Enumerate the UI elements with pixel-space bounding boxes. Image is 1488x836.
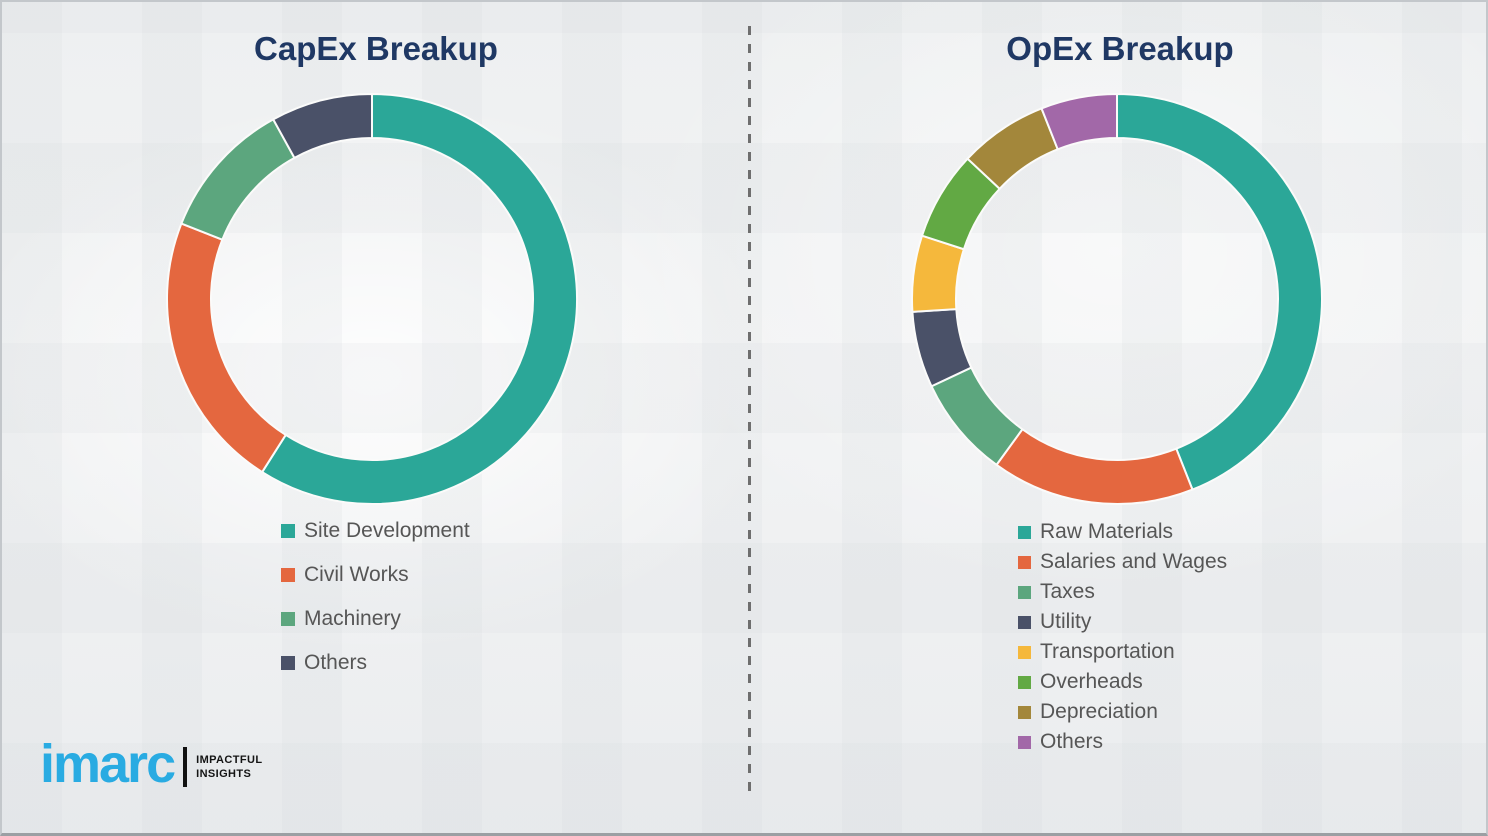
legend-swatch-icon bbox=[1018, 585, 1031, 599]
opex-chart-title: OpEx Breakup bbox=[1006, 30, 1234, 67]
imarc-tagline-line2: INSIGHTS bbox=[196, 768, 252, 780]
legend-label: Utility bbox=[1040, 610, 1092, 633]
legend-label: Overheads bbox=[1040, 670, 1143, 693]
donut-segment-site-development bbox=[260, 92, 578, 505]
legend-item-raw-materials: Raw Materials bbox=[1018, 517, 1227, 547]
legend-label: Site Development bbox=[304, 519, 470, 542]
legend-label: Raw Materials bbox=[1040, 520, 1174, 543]
legend-label: Depreciation bbox=[1040, 700, 1158, 723]
legend-label: Machinery bbox=[304, 607, 401, 630]
opex-legend: Raw Materials Salaries and Wages Taxes Util… bbox=[1018, 517, 1227, 757]
imarc-logo-tagline: IMPACTFUL INSIGHTS bbox=[196, 754, 262, 782]
legend-swatch-icon bbox=[1018, 525, 1031, 539]
vertical-dashed-divider bbox=[748, 26, 751, 794]
legend-item-transportation: Transportation bbox=[1018, 637, 1227, 667]
legend-swatch-icon bbox=[281, 568, 295, 582]
legend-swatch-icon bbox=[281, 656, 295, 670]
legend-item-others: Others bbox=[1018, 727, 1227, 757]
legend-item-depreciation: Depreciation bbox=[1018, 697, 1227, 727]
imarc-logo-text: imarc bbox=[40, 734, 176, 794]
legend-label: Civil Works bbox=[304, 563, 409, 586]
donut-segment-salaries-and-wages bbox=[995, 427, 1194, 505]
legend-label: Others bbox=[1040, 730, 1104, 753]
legend-label: Transportation bbox=[1040, 640, 1175, 663]
legend-item-overheads: Overheads bbox=[1018, 667, 1227, 697]
legend-item-site-development: Site Development bbox=[281, 509, 470, 553]
legend-label: Taxes bbox=[1040, 580, 1095, 603]
donut-segment-machinery bbox=[180, 118, 296, 242]
legend-item-others: Others bbox=[281, 641, 470, 685]
legend-swatch-icon bbox=[281, 524, 295, 538]
donut-segment-raw-materials bbox=[1116, 92, 1323, 491]
legend-swatch-icon bbox=[1018, 615, 1031, 629]
legend-item-machinery: Machinery bbox=[281, 597, 470, 641]
imarc-logo: imarc IMPACTFUL INSIGHTS bbox=[40, 737, 262, 791]
donut-segment-others bbox=[271, 92, 373, 160]
legend-label: Others bbox=[304, 651, 368, 674]
capex-legend: Site Development Civil Works Machinery Othe… bbox=[281, 509, 470, 685]
opex-donut-chart bbox=[911, 92, 1323, 505]
legend-swatch-icon bbox=[1018, 555, 1031, 569]
legend-swatch-icon bbox=[1018, 705, 1031, 719]
legend-item-utility: Utility bbox=[1018, 607, 1227, 637]
donut-segment-others bbox=[1040, 92, 1118, 151]
capex-panel: CapEx Breakup bbox=[2, 2, 750, 833]
donut-segment-civil-works bbox=[166, 222, 288, 474]
legend-swatch-icon bbox=[1018, 735, 1031, 749]
legend-swatch-icon bbox=[1018, 645, 1031, 659]
legend-item-salaries-and-wages: Salaries and Wages bbox=[1018, 547, 1227, 577]
capex-donut-chart bbox=[166, 92, 578, 505]
imarc-tagline-line1: IMPACTFUL bbox=[196, 754, 263, 767]
imarc-logo-divider-bar bbox=[183, 747, 188, 787]
capex-chart-title: CapEx Breakup bbox=[254, 30, 498, 67]
legend-swatch-icon bbox=[1018, 675, 1031, 689]
opex-panel: OpEx Breakup bbox=[750, 2, 1486, 833]
legend-item-civil-works: Civil Works bbox=[281, 553, 470, 597]
legend-swatch-icon bbox=[281, 612, 295, 626]
legend-label: Salaries and Wages bbox=[1040, 550, 1228, 573]
legend-item-taxes: Taxes bbox=[1018, 577, 1227, 607]
